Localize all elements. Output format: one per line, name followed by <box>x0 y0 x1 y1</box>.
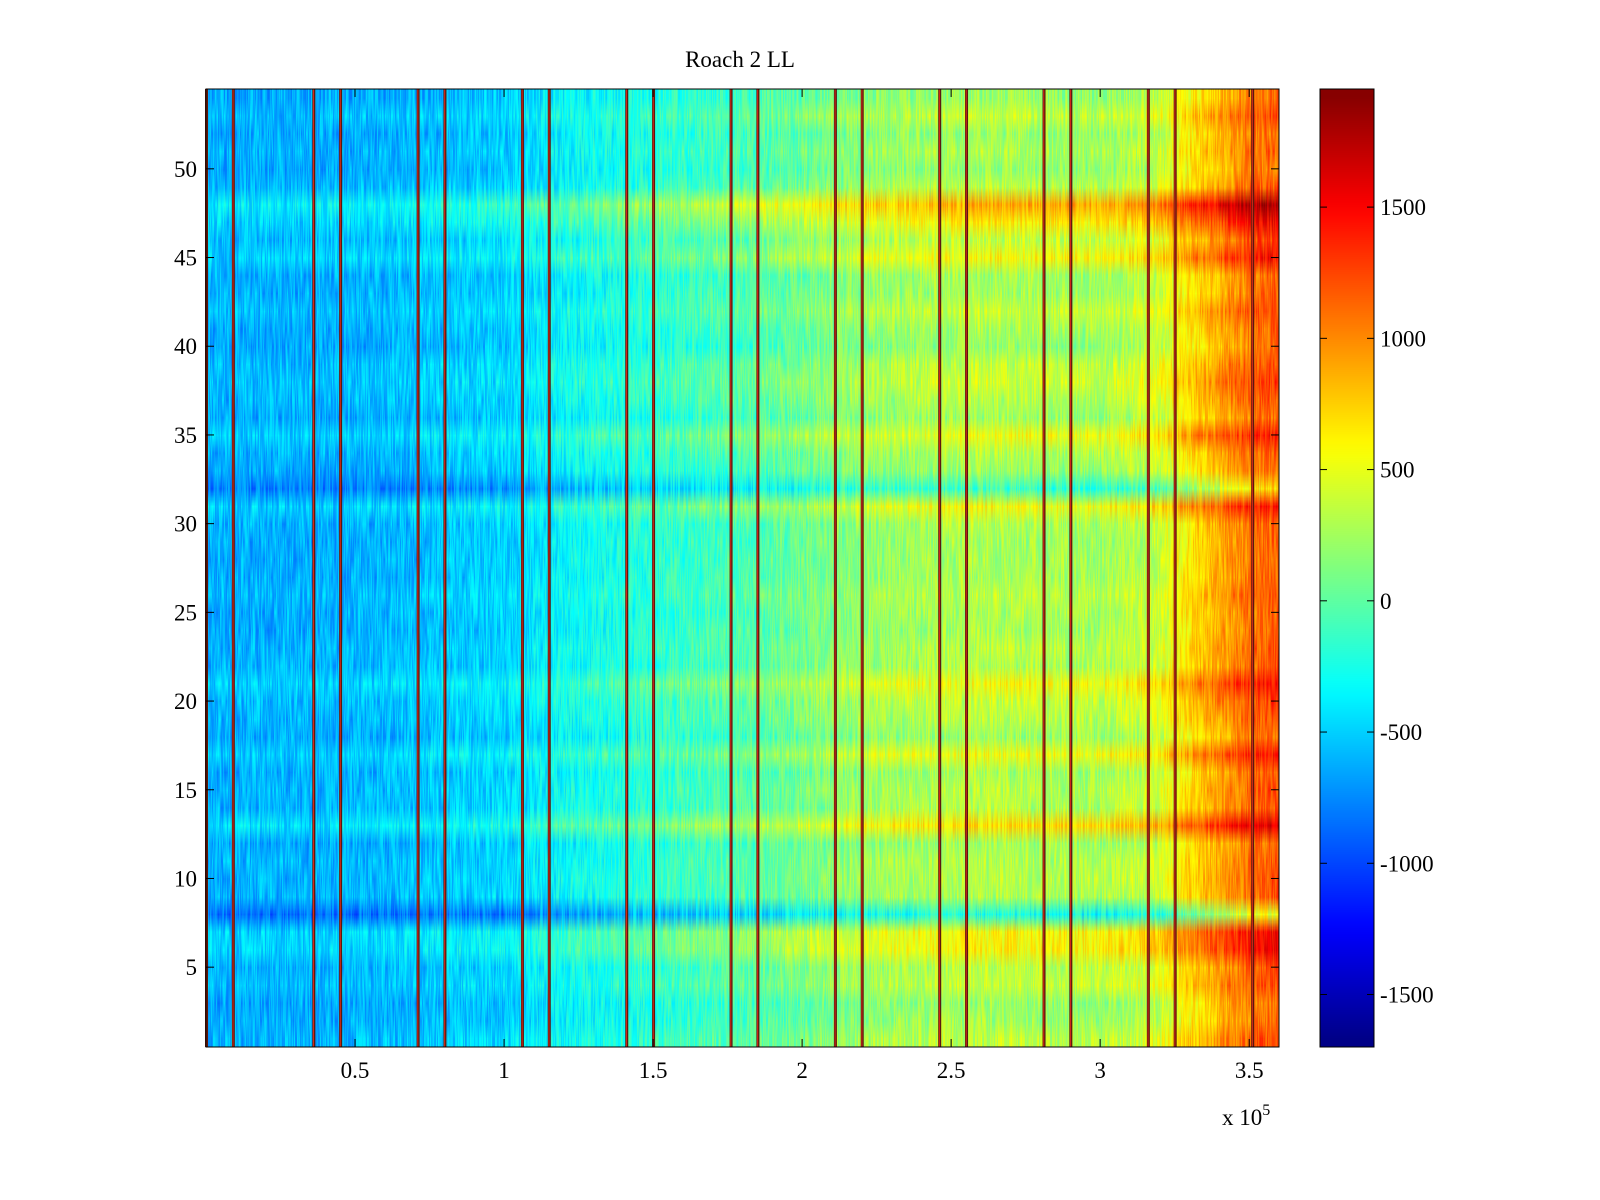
artifact-line-core <box>1070 89 1072 1047</box>
x-axis-exponent: x 105 <box>1222 1102 1270 1130</box>
y-tick-label: 25 <box>174 600 197 625</box>
colorbar-tick-label: 1000 <box>1380 326 1426 351</box>
y-tick-label: 15 <box>174 778 197 803</box>
heatmap-image <box>206 89 1279 1047</box>
y-tick-label: 30 <box>174 512 197 537</box>
artifact-line-core <box>1174 89 1176 1047</box>
x-tick-label: 1.5 <box>639 1058 668 1083</box>
artifact-line-core <box>730 89 732 1047</box>
artifact-line-core <box>444 89 446 1047</box>
colorbar-ticks: -1500 -1000 -500 0 500 1000 1500 <box>1320 195 1434 1008</box>
y-tick-label: 50 <box>174 157 197 182</box>
plot-area: 0.5 1 1.5 2 2.5 3 3.5 5 10 15 20 25 30 35 40 45 50 <box>174 88 1280 1083</box>
artifact-line-core <box>521 89 523 1047</box>
artifact-line-core <box>1251 89 1253 1047</box>
y-tick-label: 20 <box>174 689 197 714</box>
y-tick-label: 10 <box>174 866 197 891</box>
artifact-line-core <box>548 89 550 1047</box>
x-tick-label: 2.5 <box>937 1058 966 1083</box>
y-tick-label: 40 <box>174 334 197 359</box>
x-tick-label: 1 <box>498 1058 510 1083</box>
x-axis-ticks: 0.5 1 1.5 2 2.5 3 3.5 <box>341 89 1264 1083</box>
artifact-line-core <box>652 89 654 1047</box>
x-tick-label: 3 <box>1094 1058 1106 1083</box>
artifact-line-core <box>965 89 967 1047</box>
y-tick-label: 35 <box>174 423 197 448</box>
artifact-line-core <box>625 89 627 1047</box>
colorbar-frame <box>1319 88 1375 1048</box>
artifact-line-core <box>1043 89 1045 1047</box>
x-tick-label: 3.5 <box>1235 1058 1264 1083</box>
chart-title: Roach 2 LL <box>685 47 795 72</box>
y-tick-label: 45 <box>174 246 197 271</box>
colorbar-tick-label: -500 <box>1380 720 1422 745</box>
artifact-line-core <box>861 89 863 1047</box>
colorbar-tick-label: 0 <box>1380 589 1392 614</box>
colorbar-tick-label: 500 <box>1380 458 1415 483</box>
y-axis-ticks: 5 10 15 20 25 30 35 40 45 50 <box>174 157 1279 980</box>
colorbar: -1500 -1000 -500 0 500 1000 1500 <box>1319 88 1434 1048</box>
colorbar-tick-label: 1500 <box>1380 195 1426 220</box>
plot-frame <box>205 88 1280 1048</box>
x-tick-label: 2 <box>796 1058 808 1083</box>
artifact-line-core <box>1147 89 1149 1047</box>
y-tick-label: 5 <box>186 955 198 980</box>
colorbar-gradient <box>1320 89 1374 1047</box>
artifact-line-core <box>417 89 419 1047</box>
artifact-line-core <box>938 89 940 1047</box>
vertical-artifact-lines <box>205 89 1255 1047</box>
artifact-line-core <box>834 89 836 1047</box>
x-tick-label: 0.5 <box>341 1058 370 1083</box>
artifact-line-core <box>339 89 341 1047</box>
artifact-line-core <box>313 89 314 1047</box>
artifact-line-core <box>757 89 759 1047</box>
artifact-line-core <box>232 89 234 1047</box>
colorbar-tick-label: -1500 <box>1380 983 1434 1008</box>
colorbar-tick-label: -1000 <box>1380 851 1434 876</box>
